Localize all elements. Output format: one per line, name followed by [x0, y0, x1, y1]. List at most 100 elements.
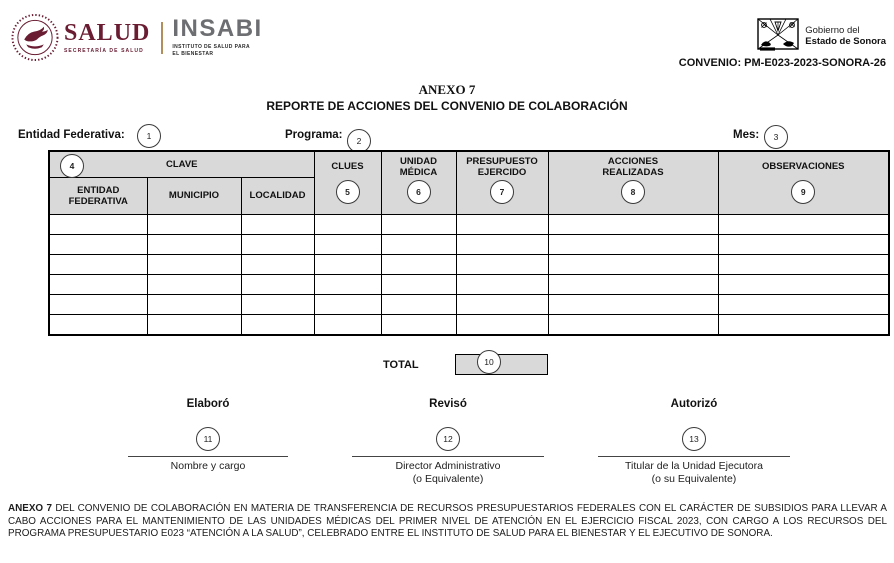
programa-label: Programa: — [285, 129, 343, 141]
mes-label: Mes: — [733, 129, 760, 141]
table-row — [48, 214, 890, 235]
table-cell — [48, 254, 148, 275]
table-cell — [547, 234, 719, 255]
convenio-number: CONVENIO: PM-E023-2023-SONORA-26 — [678, 57, 886, 69]
table-cell — [146, 214, 242, 235]
table-cell — [146, 314, 242, 335]
table-cell — [313, 274, 382, 295]
table-cell — [380, 294, 457, 315]
clues-column-header: CLUES 5 — [313, 150, 382, 215]
annex-title: ANEXO 7 — [418, 82, 476, 97]
salud-wordmark: SALUD — [64, 20, 151, 46]
table-cell — [48, 314, 148, 335]
signature-block-reviso: Revisó 12 Director Administrativo (o Equ… — [338, 398, 558, 485]
table-cell — [146, 274, 242, 295]
ref-circle-12: 12 — [436, 427, 460, 451]
table-cell — [717, 294, 890, 315]
table-cell — [313, 214, 382, 235]
signature-line — [598, 456, 790, 457]
signature-title: Autorizó — [670, 398, 718, 410]
footnote-paragraph: ANEXO 7 DEL CONVENIO DE COLABORACIÓN EN … — [8, 503, 887, 541]
table-cell — [547, 254, 719, 275]
acciones-column-header: ACCIONES REALIZADAS 8 — [547, 150, 719, 215]
table-cell — [240, 234, 315, 255]
table-cell — [240, 254, 315, 275]
signature-block-autorizo: Autorizó 13 Titular de la Unidad Ejecuto… — [584, 398, 804, 485]
table-cell — [717, 274, 890, 295]
table-cell — [48, 274, 148, 295]
sonora-logo-group: Gobierno del Estado de Sonora — [757, 18, 886, 55]
insabi-wordmark: INSABI — [172, 14, 263, 42]
signature-title: Elaboró — [186, 398, 230, 410]
mexico-eagle-seal-icon — [11, 13, 59, 62]
table-cell — [240, 314, 315, 335]
salud-insabi-logo-group: SALUD SECRETARÍA DE SALUD INSABI INSTITU… — [10, 13, 263, 62]
signature-caption: Titular de la Unidad Ejecutora (o su Equ… — [625, 460, 763, 485]
footnote-bold-prefix: ANEXO 7 — [8, 503, 53, 514]
table-cell — [240, 274, 315, 295]
table-cell — [240, 214, 315, 235]
table-cell — [313, 294, 382, 315]
table-cell — [717, 254, 890, 275]
table-header-row-2: ENTIDAD FEDERATIVA MUNICIPIO LOCALIDAD — [48, 177, 889, 215]
entidad-subheader: ENTIDAD FEDERATIVA — [48, 177, 148, 215]
table-cell — [717, 314, 890, 335]
table-cell — [547, 294, 719, 315]
table-cell — [48, 234, 148, 255]
table-row — [48, 294, 890, 315]
logo-divider — [161, 21, 164, 54]
total-value-box: 10 — [455, 350, 548, 375]
ref-circle-1: 1 — [137, 124, 161, 148]
report-table: 4 CLAVE CLUES 5 UNIDAD MÉDICA 6 PRESUPUE… — [48, 150, 890, 336]
table-cell — [146, 294, 242, 315]
table-cell — [146, 234, 242, 255]
footnote-body: DEL CONVENIO DE COLABORACIÓN EN MATERIA … — [8, 503, 888, 540]
table-cell — [455, 314, 549, 335]
table-header-row-1: 4 CLAVE CLUES 5 UNIDAD MÉDICA 6 PRESUPUE… — [48, 150, 890, 215]
table-cell — [380, 274, 457, 295]
signature-line — [128, 456, 288, 457]
table-cell — [380, 214, 457, 235]
ref-circle-3: 3 — [764, 125, 788, 149]
ref-circle-11: 11 — [196, 427, 220, 451]
sonora-government-label: Gobierno del Estado de Sonora — [805, 24, 886, 47]
report-title: REPORTE DE ACCIONES DEL CONVENIO DE COLA… — [266, 99, 628, 113]
table-cell — [455, 294, 549, 315]
signature-title: Revisó — [429, 398, 467, 410]
table-cell — [380, 234, 457, 255]
table-cell — [547, 314, 719, 335]
table-cell — [146, 254, 242, 275]
salud-logo: SALUD SECRETARÍA DE SALUD — [64, 21, 150, 54]
ref-circle-13: 13 — [682, 427, 706, 451]
ref-circle-9: 9 — [791, 180, 816, 204]
table-cell — [455, 234, 549, 255]
table-cell — [547, 274, 719, 295]
table-cell — [313, 254, 382, 275]
table-cell — [380, 254, 457, 275]
signature-caption: Director Administrativo (o Equivalente) — [395, 460, 501, 485]
table-cell — [455, 274, 549, 295]
table-row — [48, 274, 890, 295]
table-cell — [240, 294, 315, 315]
entidad-federativa-label: Entidad Federativa: — [18, 129, 125, 141]
salud-caption: SECRETARÍA DE SALUD — [64, 48, 144, 54]
table-cell — [313, 314, 382, 335]
insabi-logo: INSABI INSTITUTO DE SALUD PARA EL BIENES… — [172, 14, 263, 59]
table-cell — [717, 234, 890, 255]
table-row — [48, 234, 890, 255]
signature-line — [352, 456, 544, 457]
ref-circle-7: 7 — [490, 180, 514, 204]
table-row — [48, 254, 890, 275]
unidad-medica-column-header: UNIDAD MÉDICA 6 — [380, 150, 457, 215]
sonora-crest-icon — [757, 18, 799, 51]
municipio-subheader: MUNICIPIO — [146, 177, 242, 215]
clave-group-header: 4 CLAVE — [48, 150, 315, 179]
table-cell — [547, 214, 719, 235]
ref-circle-8: 8 — [621, 180, 645, 204]
table-cell — [313, 234, 382, 255]
table-cell — [717, 214, 890, 235]
signature-caption: Nombre y cargo — [170, 460, 246, 472]
ref-circle-5: 5 — [335, 180, 360, 204]
presupuesto-column-header: PRESUPUESTO EJERCIDO 7 — [455, 150, 549, 215]
